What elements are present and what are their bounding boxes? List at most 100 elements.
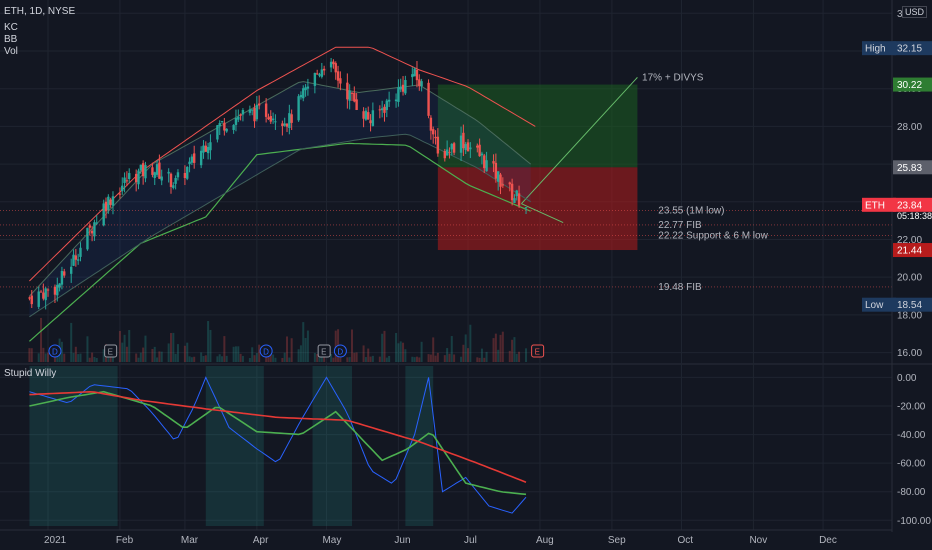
candle-body <box>155 164 159 175</box>
candle-body <box>443 151 447 159</box>
volume-bar <box>420 341 423 362</box>
volume-bar <box>332 357 335 362</box>
y-tick-label: 28.00 <box>897 122 922 133</box>
currency-label[interactable]: USD <box>902 6 928 18</box>
volume-bar <box>313 352 316 362</box>
volume-bar <box>480 348 483 362</box>
candle-body <box>450 143 453 150</box>
candle-body <box>478 144 481 157</box>
candle-body <box>206 146 210 154</box>
volume-bar <box>258 344 261 362</box>
volume-bar <box>188 356 191 362</box>
candle-body <box>432 129 435 135</box>
volume-bar <box>251 347 254 362</box>
volume-bar <box>383 330 386 362</box>
level-lines: 17% + DIVYS 23.55 (1M low) 22.77 FIB22.22 … <box>0 72 892 293</box>
volume-bar <box>216 356 219 362</box>
candle-body <box>253 107 256 122</box>
candle-body <box>251 109 254 111</box>
candle-body <box>459 135 463 153</box>
candle-body <box>74 255 78 260</box>
event-label: D <box>263 348 269 357</box>
price-badge: ETH 23.84 <box>862 197 932 212</box>
candle-body <box>397 87 400 102</box>
candle-body <box>172 185 175 188</box>
volume-bar <box>121 342 124 362</box>
x-tick-label: Feb <box>116 535 134 546</box>
volume-bar <box>492 338 495 362</box>
x-tick-label: Jun <box>394 535 410 546</box>
position-tool <box>437 77 638 251</box>
volume-bar <box>302 322 305 362</box>
candle-body <box>436 136 440 154</box>
candle-body <box>118 193 122 195</box>
candle-body <box>517 193 521 206</box>
price-badge-value: 18.54 <box>897 300 922 311</box>
candle-body <box>485 160 488 172</box>
volume-bar <box>462 344 465 362</box>
candle-body <box>415 69 419 81</box>
candle-body <box>508 182 511 185</box>
volume-bar <box>371 355 374 362</box>
candle-body <box>90 230 94 234</box>
volume-bar <box>30 348 33 362</box>
keltner-lower-line <box>29 142 531 342</box>
volume-bar <box>464 334 467 362</box>
candle-body <box>394 99 398 102</box>
volume-bar <box>167 343 170 362</box>
volume-bar <box>499 334 502 362</box>
volume-bar <box>397 343 400 362</box>
volume-bar <box>207 321 210 362</box>
volume-bar <box>508 350 511 362</box>
bollinger-fill <box>29 81 531 317</box>
volume-bar <box>288 357 291 362</box>
candle-body <box>353 92 356 102</box>
volume-bar <box>306 330 309 362</box>
volume-bar <box>253 355 256 362</box>
volume-bar <box>434 355 437 362</box>
candle-body <box>496 171 500 182</box>
candle-body <box>399 86 402 90</box>
volume-bar <box>72 352 75 362</box>
candle-body <box>167 171 170 174</box>
price-badge-value: 23.84 <box>897 200 922 211</box>
candle-body <box>346 82 349 100</box>
candle-body <box>297 96 300 121</box>
volume-bar <box>174 353 177 362</box>
candle-body <box>267 117 270 120</box>
candle-body <box>107 196 110 211</box>
price-badge: 25.83 <box>893 160 932 175</box>
price-badge: High 32.15 <box>862 41 932 56</box>
candle-body <box>334 63 337 73</box>
y-tick-label: 18.00 <box>897 310 922 321</box>
volume-bar <box>320 357 323 362</box>
candle-body <box>56 284 59 296</box>
volume-bar <box>37 353 40 362</box>
volume-bar <box>42 347 45 362</box>
candle-body <box>499 174 502 187</box>
volume-bar <box>429 354 432 362</box>
x-tick-label: Dec <box>819 535 837 546</box>
volume-bar <box>297 349 300 362</box>
y-tick-label: -60.00 <box>897 459 926 470</box>
candle-body <box>299 94 303 98</box>
oscillator-line <box>29 390 527 483</box>
volume-bar <box>176 344 179 362</box>
volume-bar <box>450 336 453 362</box>
candle-body <box>28 297 31 299</box>
price-badge-label: High <box>865 44 886 55</box>
volume-bar <box>139 352 142 362</box>
candle-body <box>186 166 189 179</box>
volume-bar <box>63 353 66 362</box>
volume-bar <box>102 349 105 362</box>
volume-bar <box>469 324 472 362</box>
price-badge-value: 30.22 <box>897 80 922 91</box>
candle-body <box>483 155 486 169</box>
volume-bar <box>255 352 258 362</box>
volume-bar <box>234 346 237 362</box>
candle-body <box>102 203 105 226</box>
volume-bar <box>241 355 244 362</box>
volume-bar <box>355 352 358 362</box>
volume-bar <box>209 329 212 362</box>
